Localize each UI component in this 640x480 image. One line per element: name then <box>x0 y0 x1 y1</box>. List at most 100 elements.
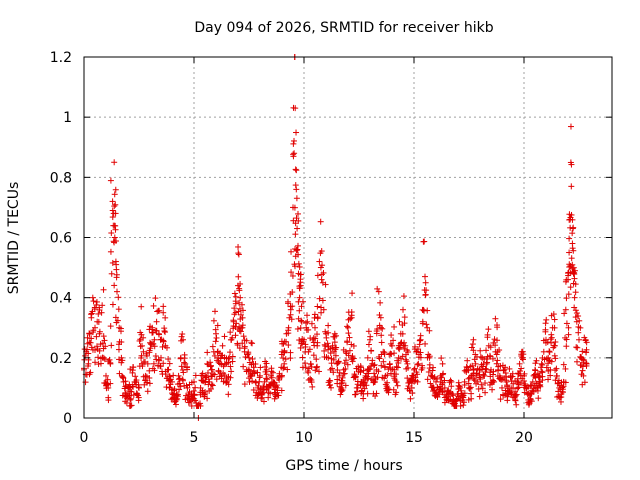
data-point <box>340 346 347 353</box>
data-point <box>381 375 388 382</box>
data-point <box>566 264 573 271</box>
data-point <box>371 361 378 368</box>
data-point <box>508 390 515 397</box>
data-point <box>169 390 176 397</box>
data-point <box>470 336 477 343</box>
x-tick-label: 5 <box>190 430 199 446</box>
data-point <box>100 286 107 293</box>
data-point <box>429 367 436 374</box>
data-point <box>349 290 356 297</box>
data-point <box>424 376 431 383</box>
data-point <box>476 393 483 400</box>
data-point <box>510 380 517 387</box>
data-point <box>448 383 455 390</box>
data-point <box>225 391 232 398</box>
data-point <box>117 325 124 332</box>
data-point <box>278 373 285 380</box>
data-point <box>512 392 519 399</box>
data-point <box>122 382 129 389</box>
data-point <box>471 377 478 384</box>
data-point <box>517 368 524 375</box>
data-point <box>574 344 581 351</box>
data-point <box>569 245 576 252</box>
data-point <box>115 346 122 353</box>
data-point <box>290 104 297 111</box>
data-point <box>153 327 160 334</box>
data-point <box>207 363 214 370</box>
data-point <box>514 385 521 392</box>
data-point <box>405 364 412 371</box>
data-point <box>121 385 128 392</box>
data-point <box>308 379 315 386</box>
data-point <box>285 327 292 334</box>
data-point <box>348 314 355 321</box>
data-point <box>84 362 91 369</box>
data-point <box>571 275 578 282</box>
data-point <box>291 150 298 157</box>
data-point <box>87 369 94 376</box>
data-point <box>424 324 431 331</box>
data-point <box>568 255 575 262</box>
data-point <box>245 349 252 356</box>
data-point <box>583 362 590 369</box>
data-point <box>283 338 290 345</box>
data-point <box>192 372 199 379</box>
data-point <box>211 352 218 359</box>
data-point <box>308 363 315 370</box>
data-point <box>348 341 355 348</box>
data-point <box>368 347 375 354</box>
data-point <box>109 214 116 221</box>
data-point <box>255 389 262 396</box>
data-point <box>321 341 328 348</box>
data-point <box>287 355 294 362</box>
data-point <box>469 341 476 348</box>
data-point <box>551 352 558 359</box>
data-point <box>575 313 582 320</box>
data-point <box>142 358 149 365</box>
data-point <box>293 247 300 254</box>
data-point <box>165 366 172 373</box>
data-point <box>563 336 570 343</box>
data-point <box>257 364 264 371</box>
data-point <box>225 381 232 388</box>
data-point <box>302 364 309 371</box>
data-point <box>171 386 178 393</box>
data-point <box>422 291 429 298</box>
data-point <box>289 303 296 310</box>
data-point <box>420 306 427 313</box>
data-point <box>102 343 109 350</box>
data-point <box>570 264 577 271</box>
data-point <box>551 324 558 331</box>
axis-ticks: 0 5 10 15 20 0 0.2 0.4 0.6 0.8 1 1.2 <box>50 50 612 446</box>
data-point <box>502 370 509 377</box>
data-point <box>156 307 163 314</box>
data-point <box>427 380 434 387</box>
data-point <box>407 395 414 402</box>
data-point <box>180 377 187 384</box>
data-point <box>147 323 154 330</box>
data-point <box>567 123 574 130</box>
data-point <box>493 351 500 358</box>
data-point <box>86 339 93 346</box>
data-point <box>297 344 304 351</box>
data-point <box>542 320 549 327</box>
data-point <box>294 242 301 249</box>
data-point <box>181 359 188 366</box>
data-point <box>287 311 294 318</box>
data-point <box>334 359 341 366</box>
data-point <box>573 358 580 365</box>
data-point <box>439 371 446 378</box>
data-point <box>131 379 138 386</box>
data-point <box>352 391 359 398</box>
data-point <box>563 320 570 327</box>
data-point <box>227 349 234 356</box>
data-point <box>280 365 287 372</box>
data-point <box>381 350 388 357</box>
data-point <box>293 186 300 193</box>
data-point <box>535 395 542 402</box>
data-point <box>173 392 180 399</box>
data-point <box>217 355 224 362</box>
data-point <box>322 328 329 335</box>
data-point <box>540 348 547 355</box>
data-point <box>501 366 508 373</box>
